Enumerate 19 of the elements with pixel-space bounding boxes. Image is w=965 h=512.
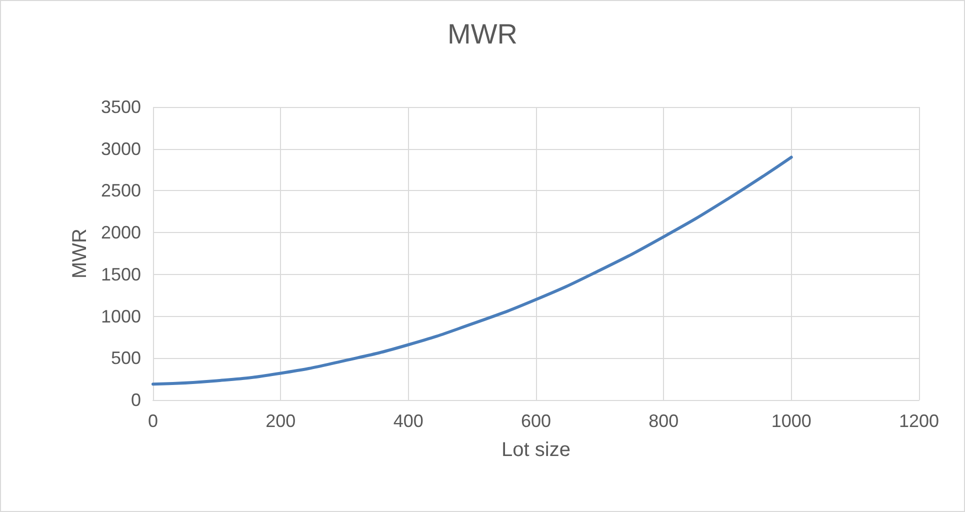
chart-title: MWR (448, 18, 518, 50)
x-tick-label: 1200 (898, 411, 940, 431)
x-tick-label: 400 (393, 411, 424, 431)
y-tick-label: 0 (130, 390, 141, 410)
y-tick-label: 2500 (100, 180, 141, 201)
y-tick-label: 500 (110, 348, 141, 368)
x-tick-label: 600 (520, 411, 552, 431)
x-tick-label: 1000 (771, 411, 812, 431)
x-axis-title: Lot size (502, 439, 570, 461)
y-tick-label: 2000 (100, 222, 141, 243)
line-series (152, 156, 793, 386)
y-tick-label: 3500 (100, 97, 141, 117)
y-tick-label: 1500 (100, 264, 141, 284)
x-tick-label: 800 (648, 411, 679, 431)
y-tick-label: 3000 (100, 138, 141, 159)
y-axis-title: MWR (69, 228, 92, 278)
x-tick-label: 0 (148, 411, 158, 431)
x-tick-label: 200 (266, 411, 296, 431)
y-tick-label: 1000 (100, 306, 141, 326)
